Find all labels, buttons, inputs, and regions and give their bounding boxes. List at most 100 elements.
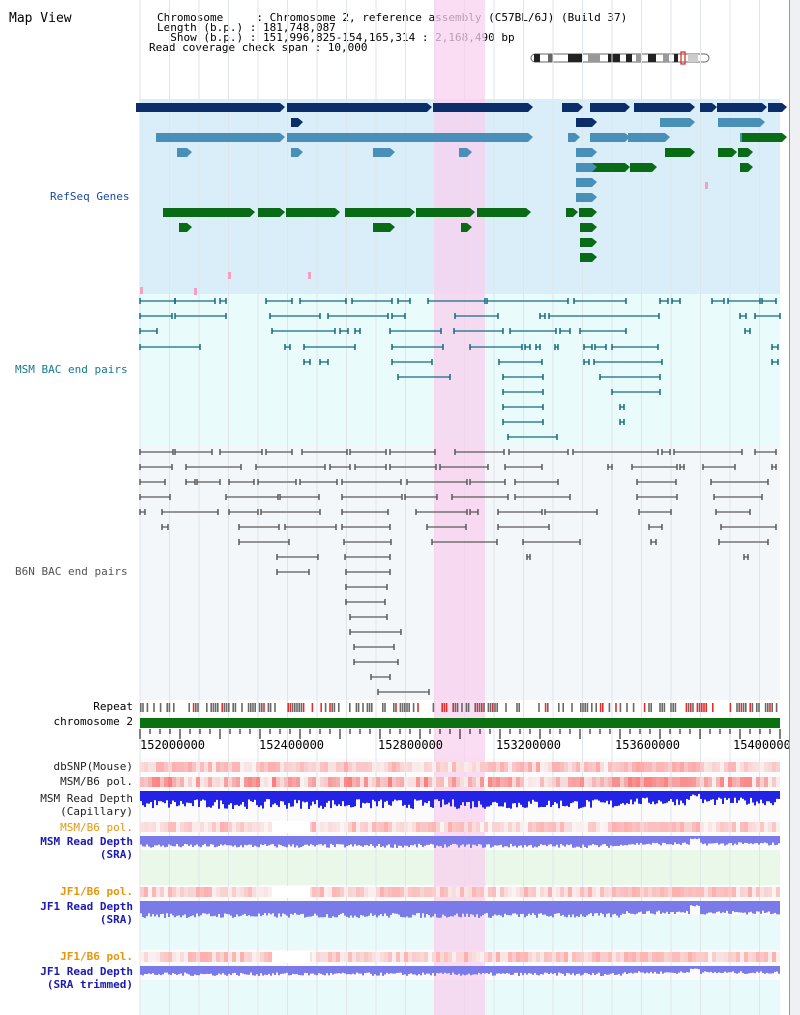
msm-sra-depth-bar bbox=[160, 836, 162, 847]
jf1-sra-depth-bar bbox=[254, 901, 256, 917]
chromosome-ideogram[interactable] bbox=[528, 51, 714, 65]
dbsnp-heat-cell bbox=[548, 762, 552, 772]
jf1-trim-depth-bar bbox=[434, 966, 436, 976]
jf1-trim-depth-bar bbox=[472, 966, 474, 975]
dbsnp-heat-cell bbox=[144, 762, 148, 772]
jf1-sra-depth-bar bbox=[440, 901, 442, 918]
msm-capillary-depth-bar bbox=[150, 791, 152, 803]
msm-capillary-depth-bar bbox=[270, 791, 272, 808]
gene-block bbox=[576, 193, 592, 202]
dbsnp-heat-cell bbox=[196, 762, 200, 772]
jf1-trim-depth-bar bbox=[584, 966, 586, 973]
jf1-trim-depth-bar bbox=[140, 966, 142, 975]
jf1-trim-depth-bar bbox=[144, 966, 146, 974]
dbsnp-heat-cell bbox=[696, 762, 700, 772]
msm-b6-pol-sra-heat-cell bbox=[592, 822, 596, 832]
jf1-b6-pol-heat-cell bbox=[420, 887, 424, 897]
msm-capillary-depth-bar bbox=[218, 791, 220, 809]
jf1-trim-depth-bar bbox=[744, 966, 746, 974]
jf1-trim-depth-bar bbox=[498, 966, 500, 974]
msm-sra-depth-bar bbox=[760, 836, 762, 844]
msm-capillary-depth-bar bbox=[256, 791, 258, 806]
jf1-sra-depth-bar bbox=[222, 901, 224, 918]
msm-sra-depth-bar bbox=[678, 836, 680, 844]
jf1-b6-pol-heat-cell bbox=[672, 887, 676, 897]
msm-b6-pol-sra-heat-cell bbox=[640, 822, 644, 832]
msm-sra-depth-bar bbox=[216, 836, 218, 847]
dbsnp-heat-cell bbox=[764, 762, 768, 772]
msm-b6-pol-sra-heat-cell bbox=[208, 822, 212, 832]
msm-sra-depth-bar bbox=[242, 836, 244, 848]
dbsnp-heat-cell bbox=[336, 762, 340, 772]
msm-sra-depth-bar bbox=[772, 836, 774, 843]
msm-capillary-depth-bar bbox=[368, 791, 370, 803]
msm-capillary-depth-bar bbox=[164, 791, 166, 804]
jf1-b6-pol-2-heat-cell bbox=[368, 952, 372, 962]
jf1-b6-pol-2-heat-cell bbox=[772, 952, 776, 962]
msm-sra-depth-bar bbox=[704, 836, 706, 844]
jf1-sra-depth-bar bbox=[632, 901, 634, 914]
jf1-trim-depth-bar bbox=[522, 966, 524, 976]
jf1-trim-depth-bar bbox=[432, 966, 434, 973]
msm-capillary-depth-bar bbox=[704, 791, 706, 800]
msm-capillary-depth-bar bbox=[552, 791, 554, 805]
msm-sra-depth-bar bbox=[668, 836, 670, 845]
jf1-trim-depth-bar bbox=[600, 966, 602, 976]
jf1-sra-depth-bar bbox=[414, 901, 416, 916]
vertical-scrollbar[interactable] bbox=[789, 0, 800, 1015]
jf1-b6-pol-2-heat-cell bbox=[696, 952, 700, 962]
jf1-b6-pol-heat-cell bbox=[580, 887, 584, 897]
msm-capillary-depth-bar bbox=[274, 791, 276, 804]
msm-capillary-depth-bar bbox=[474, 791, 476, 808]
jf1-sra-depth-bar bbox=[574, 901, 576, 918]
jf1-trim-depth-bar bbox=[494, 966, 496, 976]
jf1-trim-depth-bar bbox=[668, 966, 670, 973]
jf1-trim-depth-bar bbox=[572, 966, 574, 974]
msm-capillary-depth-bar bbox=[638, 791, 640, 804]
jf1-trim-depth-bar bbox=[724, 966, 726, 972]
jf1-b6-pol-2-heat-cell bbox=[552, 952, 556, 962]
jf1-sra-depth-bar bbox=[718, 901, 720, 912]
msm-capillary-depth-bar bbox=[410, 791, 412, 809]
dbsnp-heat-cell bbox=[248, 762, 252, 772]
jf1-b6-pol-heat-cell bbox=[540, 887, 544, 897]
msm-b6-pol-heat-cell bbox=[144, 777, 148, 787]
b6n-bac-label: B6N BAC end pairs bbox=[15, 565, 128, 578]
msm-capillary-depth-bar bbox=[532, 791, 534, 800]
msm-b6-pol-sra-heat-cell bbox=[568, 822, 572, 832]
dbsnp-heat-cell bbox=[592, 762, 596, 772]
msm-capillary-depth-bar bbox=[426, 791, 428, 804]
jf1-trim-depth-bar bbox=[736, 966, 738, 974]
msm-capillary-depth-bar bbox=[588, 791, 590, 802]
axis-tick-label: 153600000 bbox=[615, 738, 681, 752]
jf1-sra-depth-bar bbox=[500, 901, 502, 916]
msm-capillary-depth-bar bbox=[180, 791, 182, 801]
jf1-b6-pol-heat-cell bbox=[312, 887, 316, 897]
jf1-b6-pol-2-heat-cell bbox=[256, 952, 260, 962]
msm-capillary-depth-bar bbox=[310, 791, 312, 806]
jf1-trim-depth-bar bbox=[234, 966, 236, 973]
jf1-trim-depth-bar bbox=[148, 966, 150, 974]
jf1-sra-depth-bar bbox=[362, 901, 364, 916]
msm-sra-depth-bar bbox=[680, 836, 682, 845]
dbsnp-heat-cell bbox=[668, 762, 672, 772]
msm-sra-depth-bar bbox=[408, 836, 410, 848]
jf1-trim-depth-bar bbox=[656, 966, 658, 974]
msm-sra-depth-bar bbox=[396, 836, 398, 848]
repeat-element bbox=[769, 703, 771, 712]
jf1-sra-depth-bar bbox=[754, 901, 756, 914]
msm-sra-depth-bar bbox=[740, 836, 742, 843]
msm-capillary-depth-bar bbox=[266, 791, 268, 800]
jf1-trim-depth-bar bbox=[244, 966, 246, 975]
msm-b6-pol-heat-cell bbox=[440, 777, 444, 787]
msm-b6-pol-sra-heat-cell bbox=[244, 822, 248, 832]
msm-sra-depth-bar bbox=[582, 836, 584, 845]
gene-block bbox=[576, 118, 592, 127]
msm-capillary-depth-bar bbox=[512, 791, 514, 804]
msm-sra-depth-bar bbox=[756, 836, 758, 844]
jf1-b6-pol-heat-cell bbox=[480, 887, 484, 897]
msm-capillary-depth-bar bbox=[140, 791, 142, 802]
repeat-element bbox=[168, 703, 171, 712]
msm-sra-depth-bar bbox=[752, 836, 754, 845]
